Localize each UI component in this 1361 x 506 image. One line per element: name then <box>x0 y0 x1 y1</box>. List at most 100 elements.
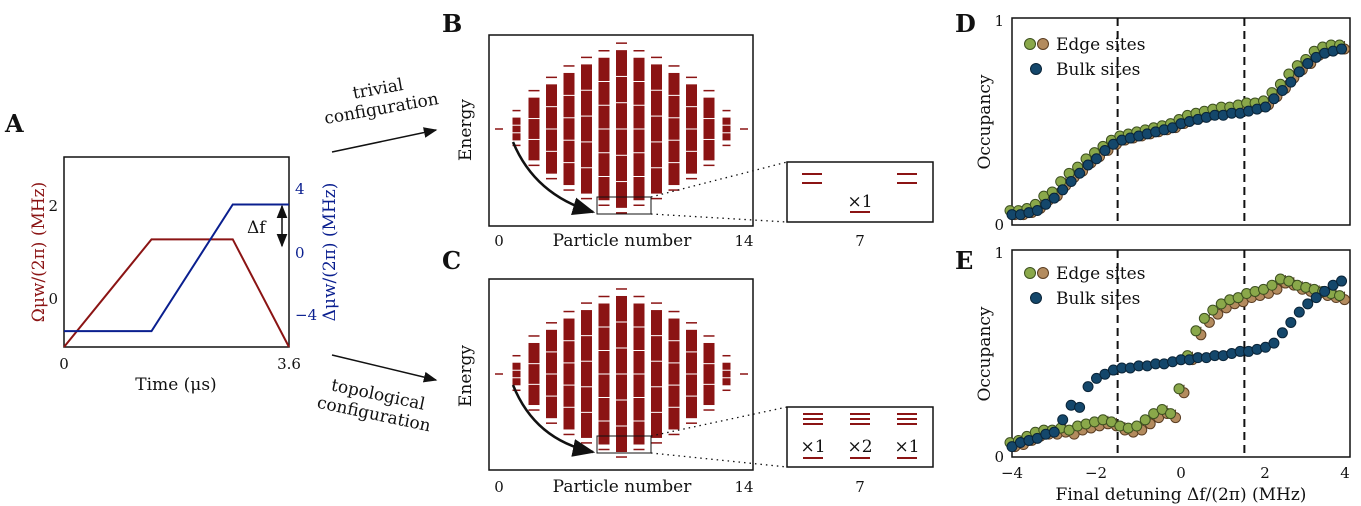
band-n12 <box>703 342 715 406</box>
b-inset-multiplicity: ×1 <box>847 192 872 212</box>
d-y-tick-1: 1 <box>994 12 1004 30</box>
a-y-right-tick-0: −4 <box>295 306 317 324</box>
d-y-label: Occupancy <box>975 74 995 169</box>
edge-point <box>1207 304 1219 316</box>
b-x-label: Particle number <box>553 231 693 251</box>
edge-point <box>1334 290 1346 302</box>
panel-c-zoom-box <box>596 435 652 454</box>
e-x-tick-0: −4 <box>1001 464 1023 482</box>
e-x-tick-4: 4 <box>1340 464 1350 482</box>
d-legend-edge-marker <box>1024 38 1036 50</box>
band-n2 <box>528 342 540 406</box>
panel-e: E 1 0 Occupancy −4 −2 0 2 4 Final detuni… <box>955 244 1351 505</box>
bulk-point <box>1048 426 1060 438</box>
e-y-label: Occupancy <box>975 306 995 401</box>
panel-d: D 1 0 Occupancy Edge sites Bulk sites <box>955 9 1351 234</box>
band-n2 <box>528 97 540 161</box>
c-inset-frame <box>786 406 934 468</box>
edge-point <box>1198 312 1210 324</box>
omega-curve <box>63 238 290 348</box>
a-y-left-label: Ωμw/(2π) (MHz) <box>29 182 49 323</box>
d-legend-bulk-marker <box>1030 63 1042 75</box>
bulk-point <box>1276 327 1288 339</box>
b-x-tick-0: 0 <box>494 232 504 250</box>
c-x-label: Particle number <box>553 477 693 497</box>
panel-a: A 0 3.6 Time (μs) 0 2 −4 0 4 Ωμw/(2π) (M… <box>4 109 340 395</box>
a-y-left-tick-0: 0 <box>48 290 58 308</box>
e-x-tick-3: 2 <box>1260 464 1270 482</box>
c-x-tick-0: 0 <box>494 478 504 496</box>
bulk-point <box>1268 337 1280 349</box>
edge-point <box>1190 325 1202 337</box>
edge-point <box>1173 383 1185 395</box>
bulk-point <box>1260 101 1271 113</box>
b-zoom-line-top <box>650 161 788 198</box>
c-zoom-line-top <box>650 406 788 437</box>
bulk-point <box>1293 306 1305 318</box>
panel-label-c: C <box>442 246 461 275</box>
bulk-point <box>1336 275 1348 287</box>
panel-b-spectrum <box>495 42 748 214</box>
c-inset-multiplicity-1: ×1 <box>800 437 825 457</box>
band-n13 <box>722 362 731 386</box>
a-x-tick-1: 3.6 <box>277 355 301 373</box>
e-x-label: Final detuning Δf/(2π) (MHz) <box>1056 485 1307 505</box>
band-n10 <box>668 72 680 186</box>
band-n10 <box>668 318 680 430</box>
b-y-label: Energy <box>456 99 476 161</box>
bulk-point <box>1057 414 1069 426</box>
panel-e-frame <box>1011 249 1351 458</box>
e-legend-edge-label: Edge sites <box>1056 264 1145 284</box>
band-n9 <box>651 310 662 438</box>
bulk-point <box>1040 198 1052 210</box>
c-inset-tick: 7 <box>855 478 865 496</box>
b-zoom-line-bottom <box>650 213 788 223</box>
edge-point <box>1266 279 1278 291</box>
bulk-point <box>1310 292 1322 304</box>
band-n13 <box>722 117 731 141</box>
bulk-point <box>1099 144 1111 156</box>
b-inset-tick: 7 <box>855 232 865 250</box>
band-n4 <box>563 72 575 186</box>
a-y-right-label: Δμw/(2π) (MHz) <box>320 183 340 322</box>
e-legend-edge-marker <box>1024 267 1036 279</box>
a-x-tick-0: 0 <box>59 355 69 373</box>
panel-b-zoom-box <box>596 196 652 215</box>
e-x-tick-1: −2 <box>1085 464 1107 482</box>
band-n1 <box>512 362 521 386</box>
c-zoom-line-bottom <box>650 452 788 468</box>
trivial-caption: trivial configuration <box>323 75 440 129</box>
panel-c-arrow <box>511 384 596 457</box>
bulk-point <box>1268 93 1280 105</box>
edge-point <box>1165 408 1177 420</box>
panel-b-frame <box>488 34 754 227</box>
panel-a-curves <box>63 203 290 348</box>
d-legend-bulk-label: Bulk sites <box>1056 60 1140 80</box>
edge-point <box>1139 414 1151 426</box>
bulk-point <box>1302 58 1314 70</box>
bulk-point <box>1048 192 1060 204</box>
e-x-tick-2: 0 <box>1176 464 1186 482</box>
bulk-point <box>1082 159 1094 171</box>
b-inset-frame <box>786 161 934 223</box>
c-x-tick-1: 14 <box>734 478 753 496</box>
panel-c-frame <box>488 278 754 471</box>
e-legend-bulk-label: Bulk sites <box>1056 289 1140 309</box>
c-inset-multiplicity-2: ×2 <box>847 437 872 457</box>
a-y-left-tick-1: 2 <box>48 197 58 215</box>
panel-b-arrow <box>511 141 596 215</box>
a-y-right-tick-1: 0 <box>295 244 305 262</box>
band-n9 <box>651 64 662 194</box>
a-y-right-tick-2: 4 <box>295 180 305 198</box>
bulk-point <box>1091 153 1102 165</box>
panel-d-frame <box>1011 17 1351 226</box>
bulk-point <box>1293 66 1305 78</box>
bulk-point <box>1319 285 1331 297</box>
panel-label-a: A <box>4 109 24 138</box>
bulk-point <box>1074 401 1086 413</box>
panel-c-spectrum <box>495 288 748 458</box>
b-x-tick-1: 14 <box>734 232 753 250</box>
e-legend-bulk-marker <box>1030 292 1042 304</box>
c-inset-multiplicity-3: ×1 <box>894 437 919 457</box>
panel-a-frame <box>63 156 290 348</box>
